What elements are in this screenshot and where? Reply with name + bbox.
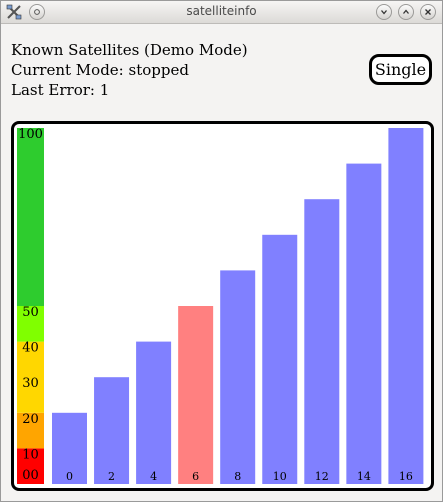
maximize-icon[interactable]	[398, 4, 414, 20]
status-line-mode: Current Mode: stopped	[11, 60, 248, 80]
mode-label: Current Mode:	[11, 61, 124, 79]
satellite-bar	[346, 163, 382, 484]
status-panel: Known Satellites (Demo Mode) Current Mod…	[11, 40, 248, 100]
satellite-bar	[136, 341, 172, 484]
satellite-bar	[94, 377, 130, 484]
scale-tick-label: 40	[22, 341, 39, 356]
title-bar[interactable]: satelliteinfo	[1, 1, 442, 24]
scale-tick-label: 20	[22, 412, 39, 427]
scale-band-1	[17, 412, 44, 449]
scale-band-4	[17, 128, 44, 306]
mode-value: stopped	[128, 61, 189, 79]
scale-tick-label: 10	[22, 447, 39, 462]
single-button[interactable]: Single	[369, 54, 432, 85]
error-value: 1	[99, 81, 110, 99]
minimize-icon[interactable]	[376, 4, 392, 20]
satellite-bar	[262, 234, 298, 484]
scale-band-2	[17, 341, 44, 413]
satellite-bar-label: 12	[315, 470, 329, 483]
error-label: Last Error:	[11, 81, 95, 99]
scale-tick-label: 00	[22, 468, 39, 483]
satellite-bar-label: 4	[150, 470, 157, 483]
satellite-bar	[388, 128, 424, 484]
satellite-bar-label: 8	[234, 470, 241, 483]
scale-tick-label: 100	[18, 127, 43, 142]
status-line-title: Known Satellites (Demo Mode)	[11, 41, 248, 59]
satellite-bar-label: 14	[357, 470, 371, 483]
satellite-bar	[178, 306, 214, 484]
satellite-bar	[304, 199, 340, 484]
status-line-error: Last Error: 1	[11, 80, 248, 100]
satellite-bar	[52, 412, 87, 484]
satellite-bar-label: 16	[399, 470, 413, 483]
satellite-bar-label: 2	[108, 470, 115, 483]
satellite-app-icon	[6, 4, 22, 20]
scale-tick-label: 50	[22, 305, 39, 320]
satellite-bar-label: 6	[192, 470, 199, 483]
scale-band-3	[17, 306, 44, 342]
satellite-chart: 00 10 20 30 40 50 100 0 2 4 6 8 10 12 14 16	[17, 127, 424, 484]
window-title: satelliteinfo	[186, 4, 257, 18]
close-icon[interactable]	[420, 4, 436, 20]
satellite-bar-label: 10	[273, 470, 287, 483]
satellite-chart-frame: 00 10 20 30 40 50 100 0 2 4 6 8 10 12 14 16	[11, 121, 434, 491]
satellite-bar	[220, 270, 256, 484]
scale-tick-label: 30	[22, 376, 39, 391]
satellite-bar-label: 0	[66, 470, 73, 483]
scale-band-0	[17, 448, 44, 484]
window-menu-icon[interactable]	[29, 4, 45, 20]
